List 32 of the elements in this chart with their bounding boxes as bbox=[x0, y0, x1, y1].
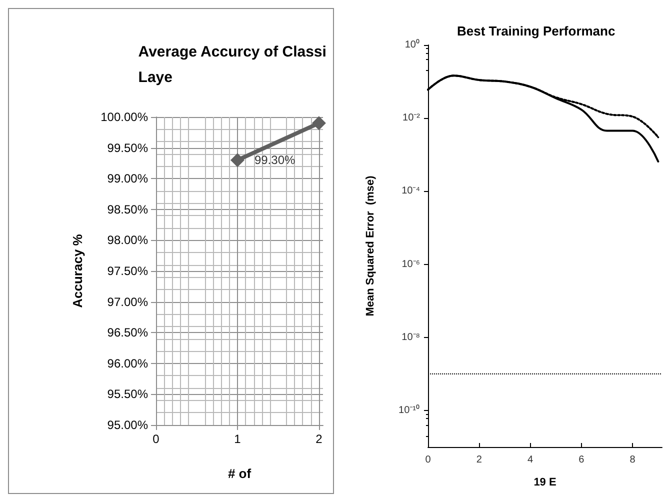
chart-title: Best Training Performanc bbox=[457, 24, 616, 39]
x-tick-label: 4 bbox=[528, 454, 534, 466]
y-tick-label: 97.50% bbox=[107, 264, 148, 278]
x-tick-label: 0 bbox=[152, 432, 160, 446]
y-tick-label: 10⁻⁶ bbox=[402, 258, 420, 270]
y-tick-label: 100.00% bbox=[100, 110, 148, 124]
y-tick-label: 95.50% bbox=[107, 387, 148, 402]
x-tick-label: 6 bbox=[578, 454, 585, 466]
x-tick-label: 8 bbox=[630, 454, 636, 466]
data-label: 99.30% bbox=[254, 153, 296, 168]
y-tick-label: 10⁰ bbox=[404, 38, 420, 50]
x-tick-label: 2 bbox=[316, 432, 323, 446]
y-tick-label: 98.50% bbox=[107, 202, 148, 216]
y-tick-label: 96.50% bbox=[107, 326, 148, 340]
y-axis-title: Mean Squared Error (mse) bbox=[364, 175, 376, 316]
chart-title: Average Accurcy of Classi Laye bbox=[138, 43, 326, 86]
x-tick-label: 1 bbox=[234, 432, 242, 446]
y-tick-label: 96.00% bbox=[107, 356, 148, 370]
y-tick-label: 10⁻⁸ bbox=[402, 332, 420, 343]
y-tick-label: 98.00% bbox=[107, 233, 148, 248]
x-tick-label: 2 bbox=[476, 454, 482, 466]
y-tick-label: 10⁻² bbox=[402, 112, 421, 124]
x-axis-title: 19 E bbox=[534, 476, 556, 488]
y-tick-label: 99.00% bbox=[107, 172, 148, 186]
y-tick-label: 10⁻¹⁰ bbox=[398, 404, 420, 416]
x-tick-label: 0 bbox=[425, 454, 432, 466]
y-tick-label: 10⁻⁴ bbox=[402, 186, 420, 197]
y-tick-label: 99.50% bbox=[107, 140, 148, 155]
y-tick-label: 95.00% bbox=[107, 418, 148, 432]
x-axis-title: # of bbox=[228, 466, 252, 481]
y-tick-label: 97.00% bbox=[107, 294, 148, 309]
y-axis-title: Accuracy % bbox=[70, 234, 85, 308]
